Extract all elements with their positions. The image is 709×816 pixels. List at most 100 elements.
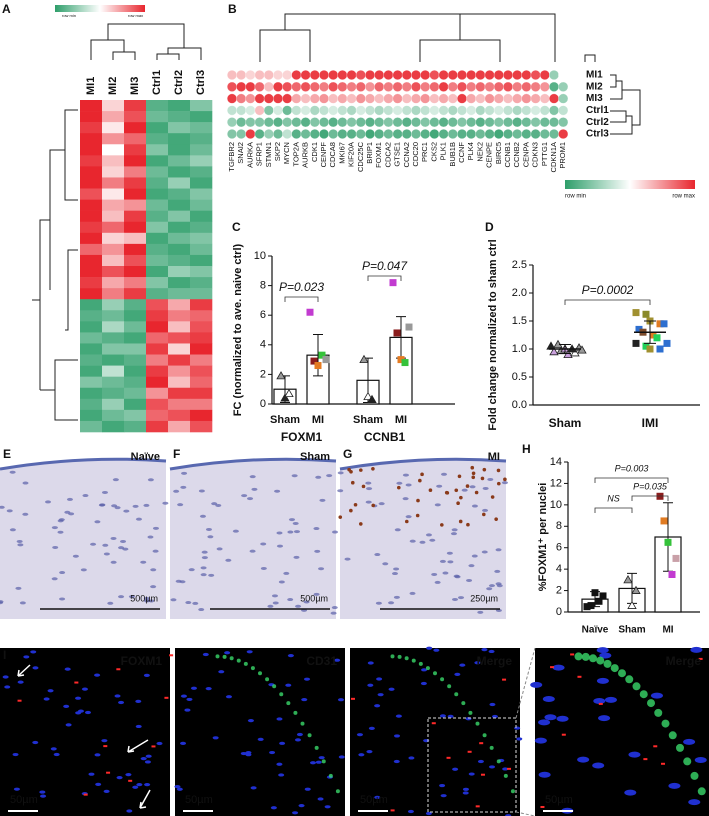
- foxm1-signal: [479, 742, 484, 745]
- p-value: P=0.047: [362, 259, 408, 273]
- heatmap-cell: [146, 354, 169, 366]
- nucleus: [293, 530, 300, 534]
- y-tick-label: 8: [556, 520, 562, 532]
- heatmap-cell: [146, 321, 169, 333]
- dot: [447, 93, 458, 104]
- data-point: [660, 517, 668, 525]
- cd31-signal: [610, 664, 619, 673]
- dot: [521, 105, 532, 116]
- nucleus: [179, 580, 186, 584]
- gene-label: CDK1: [310, 142, 319, 162]
- dot: [411, 93, 421, 104]
- nucleus: [452, 767, 459, 771]
- nucleus: [368, 726, 375, 730]
- dot: [401, 93, 412, 104]
- significance-bracket: [631, 495, 669, 501]
- nucleus: [292, 811, 299, 815]
- gene-label: CKS2: [429, 142, 438, 162]
- nucleus: [293, 555, 300, 559]
- cd31-signal: [328, 773, 333, 778]
- nucleus: [294, 738, 301, 742]
- nucleus: [278, 773, 285, 777]
- nucleus: [287, 530, 294, 534]
- nucleus: [276, 762, 283, 766]
- heatmap-cell: [80, 332, 103, 344]
- data-point: [591, 589, 599, 597]
- gene-label: KIF20A: [347, 142, 356, 167]
- nucleus: [135, 699, 142, 704]
- y-tick-label: 4: [556, 563, 562, 575]
- nucleus: [409, 539, 416, 543]
- nucleus: [4, 685, 11, 689]
- heatmap-cell: [80, 133, 103, 145]
- nucleus: [377, 693, 384, 697]
- nucleus: [162, 501, 169, 505]
- heatmap-cell: [190, 387, 213, 400]
- nucleus: [486, 587, 493, 591]
- heatmap-cell: [80, 210, 103, 223]
- data-point: [401, 359, 409, 367]
- nucleus: [276, 717, 283, 721]
- nucleus: [32, 740, 39, 745]
- nucleus: [101, 739, 108, 743]
- dot: [300, 129, 311, 139]
- nucleus: [176, 787, 183, 791]
- nucleus: [596, 647, 609, 654]
- heatmap-cell: [124, 365, 147, 377]
- nucleus: [211, 502, 218, 506]
- foxm1-signal: [116, 668, 121, 671]
- cd31-signal: [265, 677, 270, 682]
- cd31-signal: [404, 656, 409, 661]
- heatmap-cell: [102, 398, 125, 411]
- cd31-signal: [690, 771, 699, 780]
- heatmap-cell: [168, 133, 191, 145]
- nucleus: [683, 738, 696, 745]
- dot: [549, 93, 559, 104]
- dot: [521, 93, 532, 104]
- data-point: [642, 342, 650, 350]
- panel-letter: E: [3, 447, 11, 461]
- heatmap-cell: [168, 343, 191, 355]
- nucleus: [140, 560, 147, 564]
- nucleus: [344, 557, 351, 561]
- dot: [429, 117, 440, 128]
- foxm1-signal: [169, 654, 174, 657]
- nucleus: [102, 543, 109, 547]
- dot: [254, 70, 265, 80]
- nucleus: [366, 750, 373, 754]
- nucleus: [52, 545, 59, 549]
- cd31-signal: [222, 654, 227, 659]
- dot: [503, 93, 513, 104]
- heatmap-cell: [168, 122, 191, 134]
- data-point: [549, 346, 559, 356]
- dot: [383, 129, 394, 139]
- dot: [484, 117, 495, 128]
- nucleus: [118, 700, 125, 705]
- cd31-signal: [661, 719, 670, 728]
- heatmap-cell: [190, 420, 213, 433]
- nucleus: [552, 664, 565, 671]
- dot: [236, 93, 247, 104]
- cd31-signal: [574, 652, 583, 661]
- nucleus: [425, 811, 432, 816]
- dot: [392, 93, 403, 104]
- heatmap-cell: [168, 354, 191, 366]
- heatmap-cell: [168, 376, 191, 389]
- nucleus: [180, 694, 187, 698]
- heatmap-cell: [190, 210, 213, 223]
- cd31-signal: [697, 787, 706, 796]
- gene-label: CDKN3: [531, 142, 540, 167]
- x-tick-label: MI: [312, 414, 324, 426]
- foxm1-signal: [103, 745, 108, 748]
- panel-letter: C: [232, 220, 241, 234]
- legend-label: row max: [672, 194, 695, 200]
- dot: [401, 70, 412, 80]
- dot: [319, 70, 329, 80]
- channel-label: Merge: [477, 654, 513, 668]
- nucleus: [304, 787, 311, 791]
- dot: [521, 117, 532, 128]
- data-point: [587, 602, 595, 610]
- dot: [309, 81, 320, 92]
- heatmap-cell: [146, 343, 169, 355]
- dot: [328, 81, 339, 92]
